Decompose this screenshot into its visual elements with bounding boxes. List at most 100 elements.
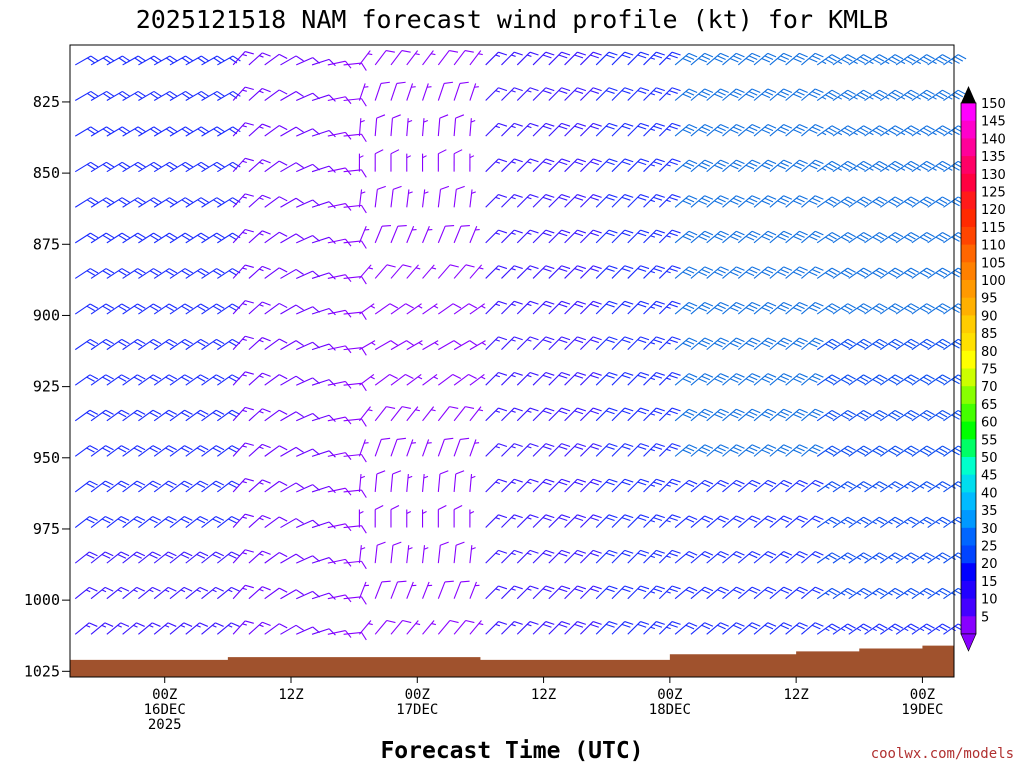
- wind-barb: [153, 338, 178, 351]
- colorbar-label: 15: [981, 575, 998, 590]
- wind-barb: [74, 586, 98, 600]
- wind-barb: [722, 408, 745, 422]
- wind-barb: [169, 126, 194, 137]
- wind-barb: [895, 623, 919, 635]
- wind-barb: [864, 267, 888, 279]
- wind-barb: [138, 480, 162, 493]
- wind-barb: [406, 50, 420, 66]
- colorbar-label: 135: [981, 150, 1006, 165]
- colorbar-swatch: [961, 262, 976, 281]
- wind-barb: [816, 232, 841, 244]
- wind-barb: [485, 194, 508, 208]
- wind-barb: [722, 444, 745, 457]
- wind-barb: [74, 445, 98, 457]
- wind-barb: [674, 515, 698, 528]
- wind-barb: [185, 161, 209, 173]
- wind-barb: [722, 159, 745, 173]
- wind-barb: [232, 86, 254, 101]
- wind-barb: [595, 443, 618, 457]
- wind-barb: [737, 124, 761, 137]
- wind-barb: [880, 160, 904, 173]
- wind-barb: [185, 480, 209, 493]
- wind-barb: [201, 586, 224, 600]
- wind-barb: [390, 541, 402, 564]
- wind-barb: [153, 232, 178, 244]
- wind-barb: [153, 197, 178, 208]
- wind-barb: [280, 197, 304, 208]
- wind-barb: [232, 406, 254, 422]
- wind-barb: [169, 232, 194, 244]
- wind-barb: [422, 374, 439, 386]
- wind-barb: [422, 189, 429, 208]
- wind-barb: [895, 303, 919, 315]
- wind-barb: [753, 337, 777, 351]
- wind-barb: [485, 87, 508, 101]
- wind-barb: [217, 303, 241, 315]
- wind-barb: [343, 596, 367, 605]
- wind-barb: [90, 55, 115, 66]
- wind-barb: [690, 337, 714, 351]
- wind-barb: [722, 52, 745, 66]
- colorbar-swatch: [961, 209, 976, 228]
- wind-barb: [264, 125, 288, 137]
- wind-barb: [785, 124, 808, 137]
- wind-barb: [769, 301, 793, 315]
- wind-barb: [469, 545, 476, 564]
- wind-barb: [90, 126, 115, 137]
- wind-barb: [674, 373, 698, 386]
- wind-barb: [722, 586, 745, 600]
- wind-barb: [816, 89, 841, 101]
- colorbar-bottom-arrow: [960, 633, 977, 652]
- wind-barb: [564, 443, 587, 457]
- wind-barb: [548, 371, 571, 386]
- colorbar-label: 50: [981, 451, 998, 466]
- wind-barb: [674, 408, 698, 422]
- wind-barb: [153, 622, 177, 635]
- wind-barb: [737, 551, 761, 564]
- wind-barb: [880, 374, 904, 386]
- wind-barb: [311, 94, 336, 102]
- wind-barb: [264, 552, 288, 564]
- wind-barb: [580, 265, 602, 279]
- wind-barb: [880, 552, 904, 564]
- wind-barb: [90, 586, 114, 600]
- wind-barb: [927, 89, 951, 101]
- wind-barb: [737, 622, 761, 635]
- wind-barb: [122, 126, 146, 137]
- wind-barb: [595, 549, 618, 564]
- wind-barb: [390, 437, 406, 457]
- wind-barb: [769, 230, 793, 244]
- wind-barb: [911, 267, 935, 279]
- wind-barb: [532, 443, 555, 457]
- wind-barb: [122, 586, 145, 600]
- wind-barb: [895, 160, 919, 173]
- wind-barb: [737, 337, 761, 351]
- wind-barb: [706, 88, 729, 101]
- wind-barb: [674, 195, 698, 208]
- wind-barb: [769, 515, 793, 528]
- wind-barb: [437, 541, 449, 564]
- wind-barb: [374, 406, 396, 422]
- wind-barb: [769, 479, 793, 493]
- wind-barb: [880, 125, 904, 137]
- wind-barb: [895, 89, 919, 101]
- wind-barb: [501, 585, 523, 600]
- wind-barb: [406, 153, 412, 172]
- wind-barb: [343, 311, 367, 320]
- wind-barb: [122, 551, 146, 564]
- colorbar-label: 125: [981, 186, 1006, 201]
- colorbar-swatch: [961, 333, 976, 352]
- wind-barb: [864, 587, 888, 600]
- wind-barb: [501, 158, 523, 173]
- wind-barb: [801, 551, 824, 564]
- wind-barb: [911, 552, 935, 564]
- credit-link[interactable]: coolwx.com/models: [871, 746, 1014, 762]
- wind-barb: [706, 373, 729, 386]
- wind-barb: [501, 443, 523, 457]
- wind-barb: [595, 122, 618, 137]
- wind-barb: [753, 301, 777, 315]
- wind-barb: [611, 51, 634, 66]
- wind-barbs: [74, 50, 967, 641]
- wind-barb: [706, 337, 729, 351]
- wind-barb: [421, 473, 429, 493]
